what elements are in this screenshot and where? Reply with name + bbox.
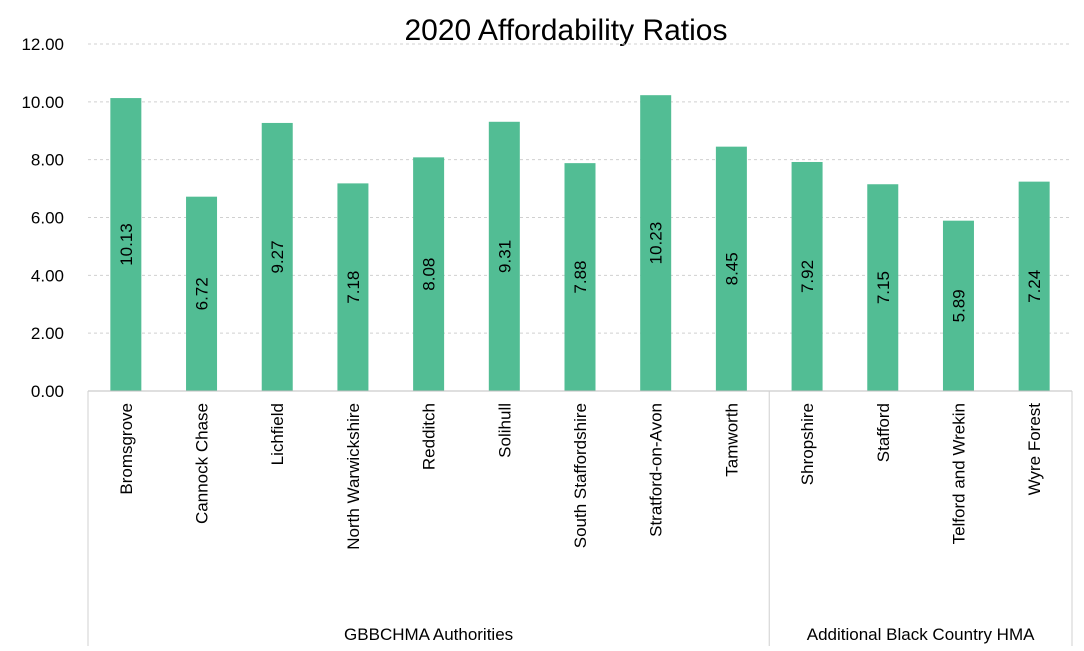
- bar-3: [337, 183, 369, 391]
- bar-6: [564, 163, 596, 391]
- y-tick-label: 10.00: [21, 93, 64, 112]
- category-label: Telford and Wrekin: [949, 403, 968, 544]
- chart-title: 2020 Affordability Ratios: [405, 14, 728, 47]
- group-label: Additional Black Country HMA: [807, 625, 1035, 644]
- y-tick-label: 4.00: [31, 266, 64, 285]
- data-label: 8.08: [420, 258, 439, 291]
- y-tick-label: 2.00: [31, 324, 64, 343]
- bar-11: [942, 220, 974, 391]
- y-tick-label: 6.00: [31, 209, 64, 228]
- group-label: GBBCHMA Authorities: [344, 625, 513, 644]
- data-label: 7.92: [798, 260, 817, 293]
- bar-0: [110, 98, 142, 392]
- data-label: 10.23: [647, 222, 666, 265]
- bar-9: [791, 161, 823, 391]
- bar-12: [1018, 181, 1050, 391]
- data-label: 10.13: [117, 223, 136, 266]
- category-label: Shropshire: [798, 403, 817, 485]
- category-label: Lichfield: [268, 403, 287, 465]
- y-tick-label: 12.00: [21, 35, 64, 54]
- category-label: Solihull: [495, 403, 514, 458]
- data-label: 7.88: [571, 261, 590, 294]
- category-label: Stafford: [874, 403, 893, 462]
- data-label: 7.24: [1025, 270, 1044, 303]
- bar-4: [413, 157, 445, 391]
- bar-7: [640, 95, 672, 392]
- data-label: 9.27: [268, 240, 287, 273]
- category-label: Wyre Forest: [1025, 403, 1044, 496]
- data-label: 7.15: [874, 271, 893, 304]
- y-tick-label: 8.00: [31, 151, 64, 170]
- category-label: North Warwickshire: [344, 403, 363, 550]
- category-label: Cannock Chase: [193, 403, 212, 524]
- category-label: Stratford-on-Avon: [647, 403, 666, 537]
- bar-10: [867, 184, 899, 391]
- y-tick-label: 0.00: [31, 382, 64, 401]
- data-label: 9.31: [495, 240, 514, 273]
- bar-2: [261, 122, 293, 391]
- data-label: 5.89: [949, 289, 968, 322]
- category-label: South Staffordshire: [571, 403, 590, 548]
- category-label: Tamworth: [722, 403, 741, 477]
- data-label: 7.18: [344, 271, 363, 304]
- bar-1: [186, 196, 218, 391]
- data-label: 8.45: [722, 252, 741, 285]
- category-label: Bromsgrove: [117, 403, 136, 495]
- bar-5: [488, 121, 520, 392]
- bar-8: [715, 146, 747, 391]
- category-label: Redditch: [420, 403, 439, 470]
- data-label: 6.72: [193, 277, 212, 310]
